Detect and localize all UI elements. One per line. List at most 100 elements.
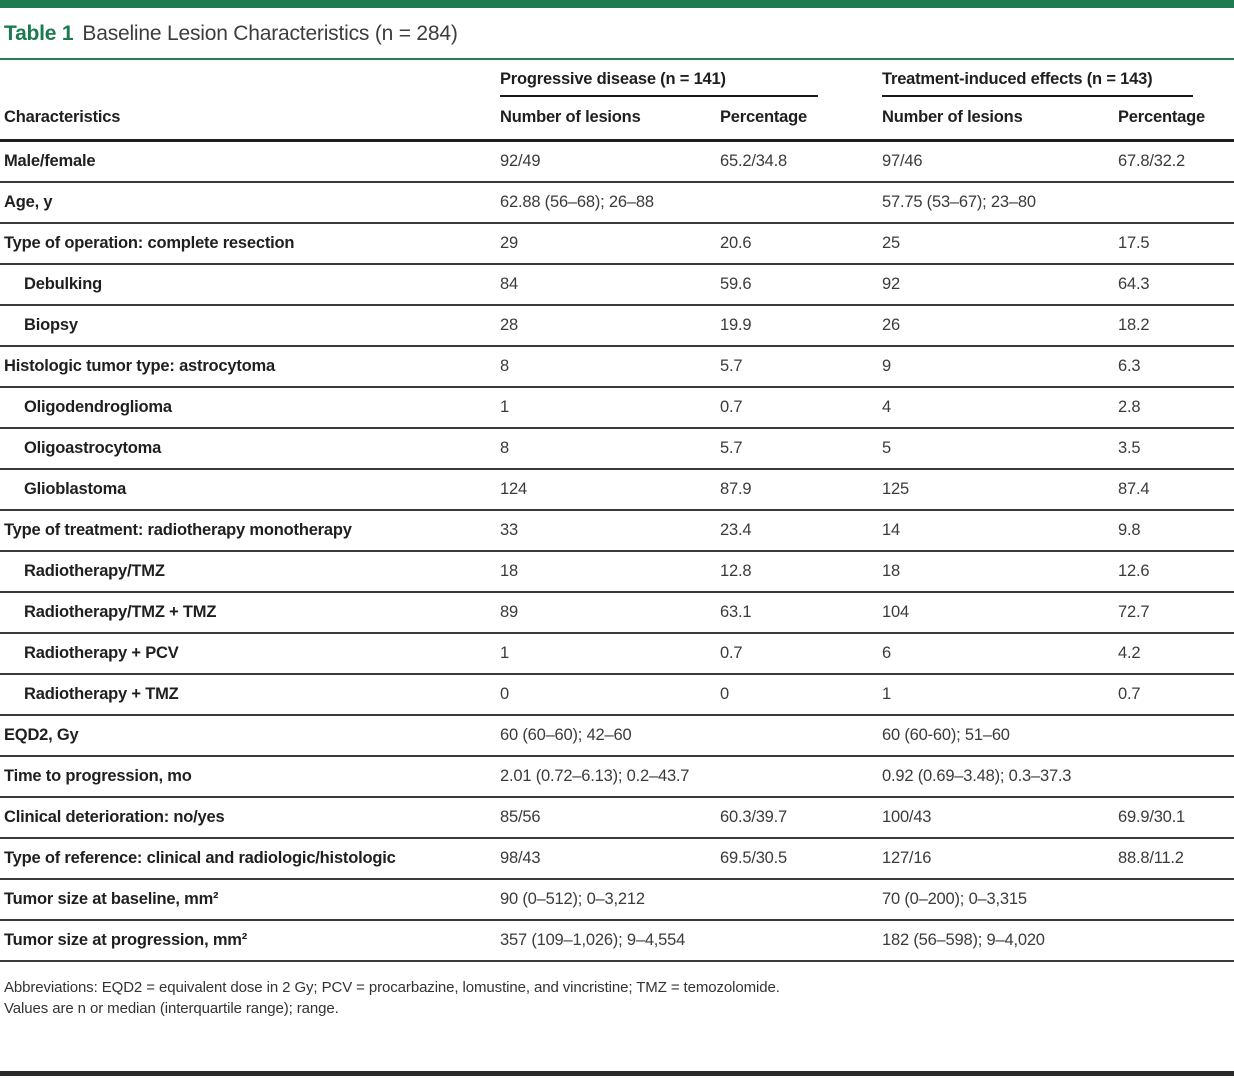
cell-value: 5.7 xyxy=(720,345,882,388)
cell-value: 26 xyxy=(882,304,1118,347)
cell-value: 18.2 xyxy=(1118,304,1234,347)
row-label: Radiotherapy + TMZ xyxy=(0,673,500,716)
cell-value: 60 (60-60); 51–60 xyxy=(882,714,1118,757)
row-label: Radiotherapy + PCV xyxy=(0,632,500,675)
cell-value xyxy=(1118,919,1234,962)
table-row: Radiotherapy/TMZ 18 12.8 18 12.6 xyxy=(0,550,1234,593)
cell-value: 17.5 xyxy=(1118,222,1234,265)
cell-value: 90 (0–512); 0–3,212 xyxy=(500,878,720,921)
row-label: Age, y xyxy=(0,181,500,224)
table-row: EQD2, Gy 60 (60–60); 42–60 60 (60-60); 51–… xyxy=(0,714,1234,757)
cell-value xyxy=(720,878,882,921)
cell-value: 25 xyxy=(882,222,1118,265)
row-label: Radiotherapy/TMZ xyxy=(0,550,500,593)
row-label: Oligoastrocytoma xyxy=(0,427,500,470)
row-label: Tumor size at baseline, mm² xyxy=(0,878,500,921)
row-label: Type of operation: complete resection xyxy=(0,222,500,265)
table-row: Clinical deterioration: no/yes 85/56 60.3/… xyxy=(0,796,1234,839)
cell-value: 97/46 xyxy=(882,140,1118,183)
top-accent-bar xyxy=(0,0,1234,8)
cell-value: 5 xyxy=(882,427,1118,470)
cell-value: 19.9 xyxy=(720,304,882,347)
cell-value xyxy=(1118,714,1234,757)
row-label: Oligodendroglioma xyxy=(0,386,500,429)
cell-value: 60.3/39.7 xyxy=(720,796,882,839)
group-header-label: Progressive disease (n = 141) xyxy=(500,70,818,97)
cell-value xyxy=(1118,181,1234,224)
cell-value: 72.7 xyxy=(1118,591,1234,634)
table-row: Tumor size at baseline, mm² 90 (0–512); 0… xyxy=(0,878,1234,921)
table-body: Male/female 92/49 65.2/34.8 97/46 67.8/32.2 A… xyxy=(0,140,1234,962)
cell-value: 5.7 xyxy=(720,427,882,470)
table-row: Biopsy 28 19.9 26 18.2 xyxy=(0,304,1234,347)
group-header-spacer xyxy=(0,60,500,97)
cell-value xyxy=(1118,755,1234,798)
cell-value: 1 xyxy=(882,673,1118,716)
cell-value: 63.1 xyxy=(720,591,882,634)
cell-value: 0.7 xyxy=(720,386,882,429)
group-header-progressive-disease: Progressive disease (n = 141) xyxy=(500,60,882,97)
column-header-number-of-lesions-tie: Number of lesions xyxy=(882,97,1118,142)
cell-value: 18 xyxy=(500,550,720,593)
table-number-label: Table 1 xyxy=(4,22,74,45)
baseline-characteristics-table: Progressive disease (n = 141) Treatment-… xyxy=(0,60,1234,962)
cell-value: 4.2 xyxy=(1118,632,1234,675)
row-label: Radiotherapy/TMZ + TMZ xyxy=(0,591,500,634)
cell-value: 84 xyxy=(500,263,720,306)
cell-value: 87.4 xyxy=(1118,468,1234,511)
row-label: Type of treatment: radiotherapy monother… xyxy=(0,509,500,552)
cell-value: 0 xyxy=(500,673,720,716)
cell-value: 3.5 xyxy=(1118,427,1234,470)
cell-value: 124 xyxy=(500,468,720,511)
row-label: EQD2, Gy xyxy=(0,714,500,757)
cell-value: 88.8/11.2 xyxy=(1118,837,1234,880)
row-label: Debulking xyxy=(0,263,500,306)
cell-value: 127/16 xyxy=(882,837,1118,880)
row-label: Clinical deterioration: no/yes xyxy=(0,796,500,839)
column-header-percentage-tie: Percentage xyxy=(1118,97,1234,142)
cell-value: 28 xyxy=(500,304,720,347)
cell-value: 0.7 xyxy=(1118,673,1234,716)
cell-value: 125 xyxy=(882,468,1118,511)
cell-value xyxy=(1118,878,1234,921)
column-header-characteristics: Characteristics xyxy=(0,97,500,142)
footnote-abbreviations: Abbreviations: EQD2 = equivalent dose in… xyxy=(4,978,780,996)
row-label: Biopsy xyxy=(0,304,500,347)
cell-value: 12.6 xyxy=(1118,550,1234,593)
row-label: Male/female xyxy=(0,140,500,183)
cell-value: 57.75 (53–67); 23–80 xyxy=(882,181,1118,224)
cell-value: 6.3 xyxy=(1118,345,1234,388)
row-label: Glioblastoma xyxy=(0,468,500,511)
table-title: Table 1 Baseline Lesion Characteristics (… xyxy=(0,8,1234,58)
cell-value: 85/56 xyxy=(500,796,720,839)
table-row: Type of treatment: radiotherapy monother… xyxy=(0,509,1234,552)
table-row: Type of reference: clinical and radiolog… xyxy=(0,837,1234,880)
cell-value: 69.5/30.5 xyxy=(720,837,882,880)
table-row: Radiotherapy/TMZ + TMZ 89 63.1 104 72.7 xyxy=(0,591,1234,634)
cell-value: 89 xyxy=(500,591,720,634)
cell-value: 33 xyxy=(500,509,720,552)
row-label: Tumor size at progression, mm² xyxy=(0,919,500,962)
table-row: Male/female 92/49 65.2/34.8 97/46 67.8/32.2 xyxy=(0,140,1234,183)
cell-value: 60 (60–60); 42–60 xyxy=(500,714,720,757)
cell-value: 4 xyxy=(882,386,1118,429)
table-row: Type of operation: complete resection 29 2… xyxy=(0,222,1234,265)
cell-value: 98/43 xyxy=(500,837,720,880)
cell-value: 12.8 xyxy=(720,550,882,593)
footnote-values: Values are n or median (interquartile ra… xyxy=(4,999,339,1017)
cell-value: 0.92 (0.69–3.48); 0.3–37.3 xyxy=(882,755,1118,798)
cell-value: 20.6 xyxy=(720,222,882,265)
cell-value: 67.8/32.2 xyxy=(1118,140,1234,183)
cell-value: 64.3 xyxy=(1118,263,1234,306)
table-row: Oligodendroglioma 1 0.7 4 2.8 xyxy=(0,386,1234,429)
table-row: Time to progression, mo 2.01 (0.72–6.13);… xyxy=(0,755,1234,798)
cell-value: 104 xyxy=(882,591,1118,634)
cell-value: 18 xyxy=(882,550,1118,593)
column-header-number-of-lesions-pd: Number of lesions xyxy=(500,97,720,142)
row-label: Histologic tumor type: astrocytoma xyxy=(0,345,500,388)
cell-value: 182 (56–598); 9–4,020 xyxy=(882,919,1118,962)
cell-value: 23.4 xyxy=(720,509,882,552)
table-row: Radiotherapy + TMZ 0 0 1 0.7 xyxy=(0,673,1234,716)
table-row: Age, y 62.88 (56–68); 26–88 57.75 (53–67);… xyxy=(0,181,1234,224)
table-row: Tumor size at progression, mm² 357 (109–1… xyxy=(0,919,1234,962)
